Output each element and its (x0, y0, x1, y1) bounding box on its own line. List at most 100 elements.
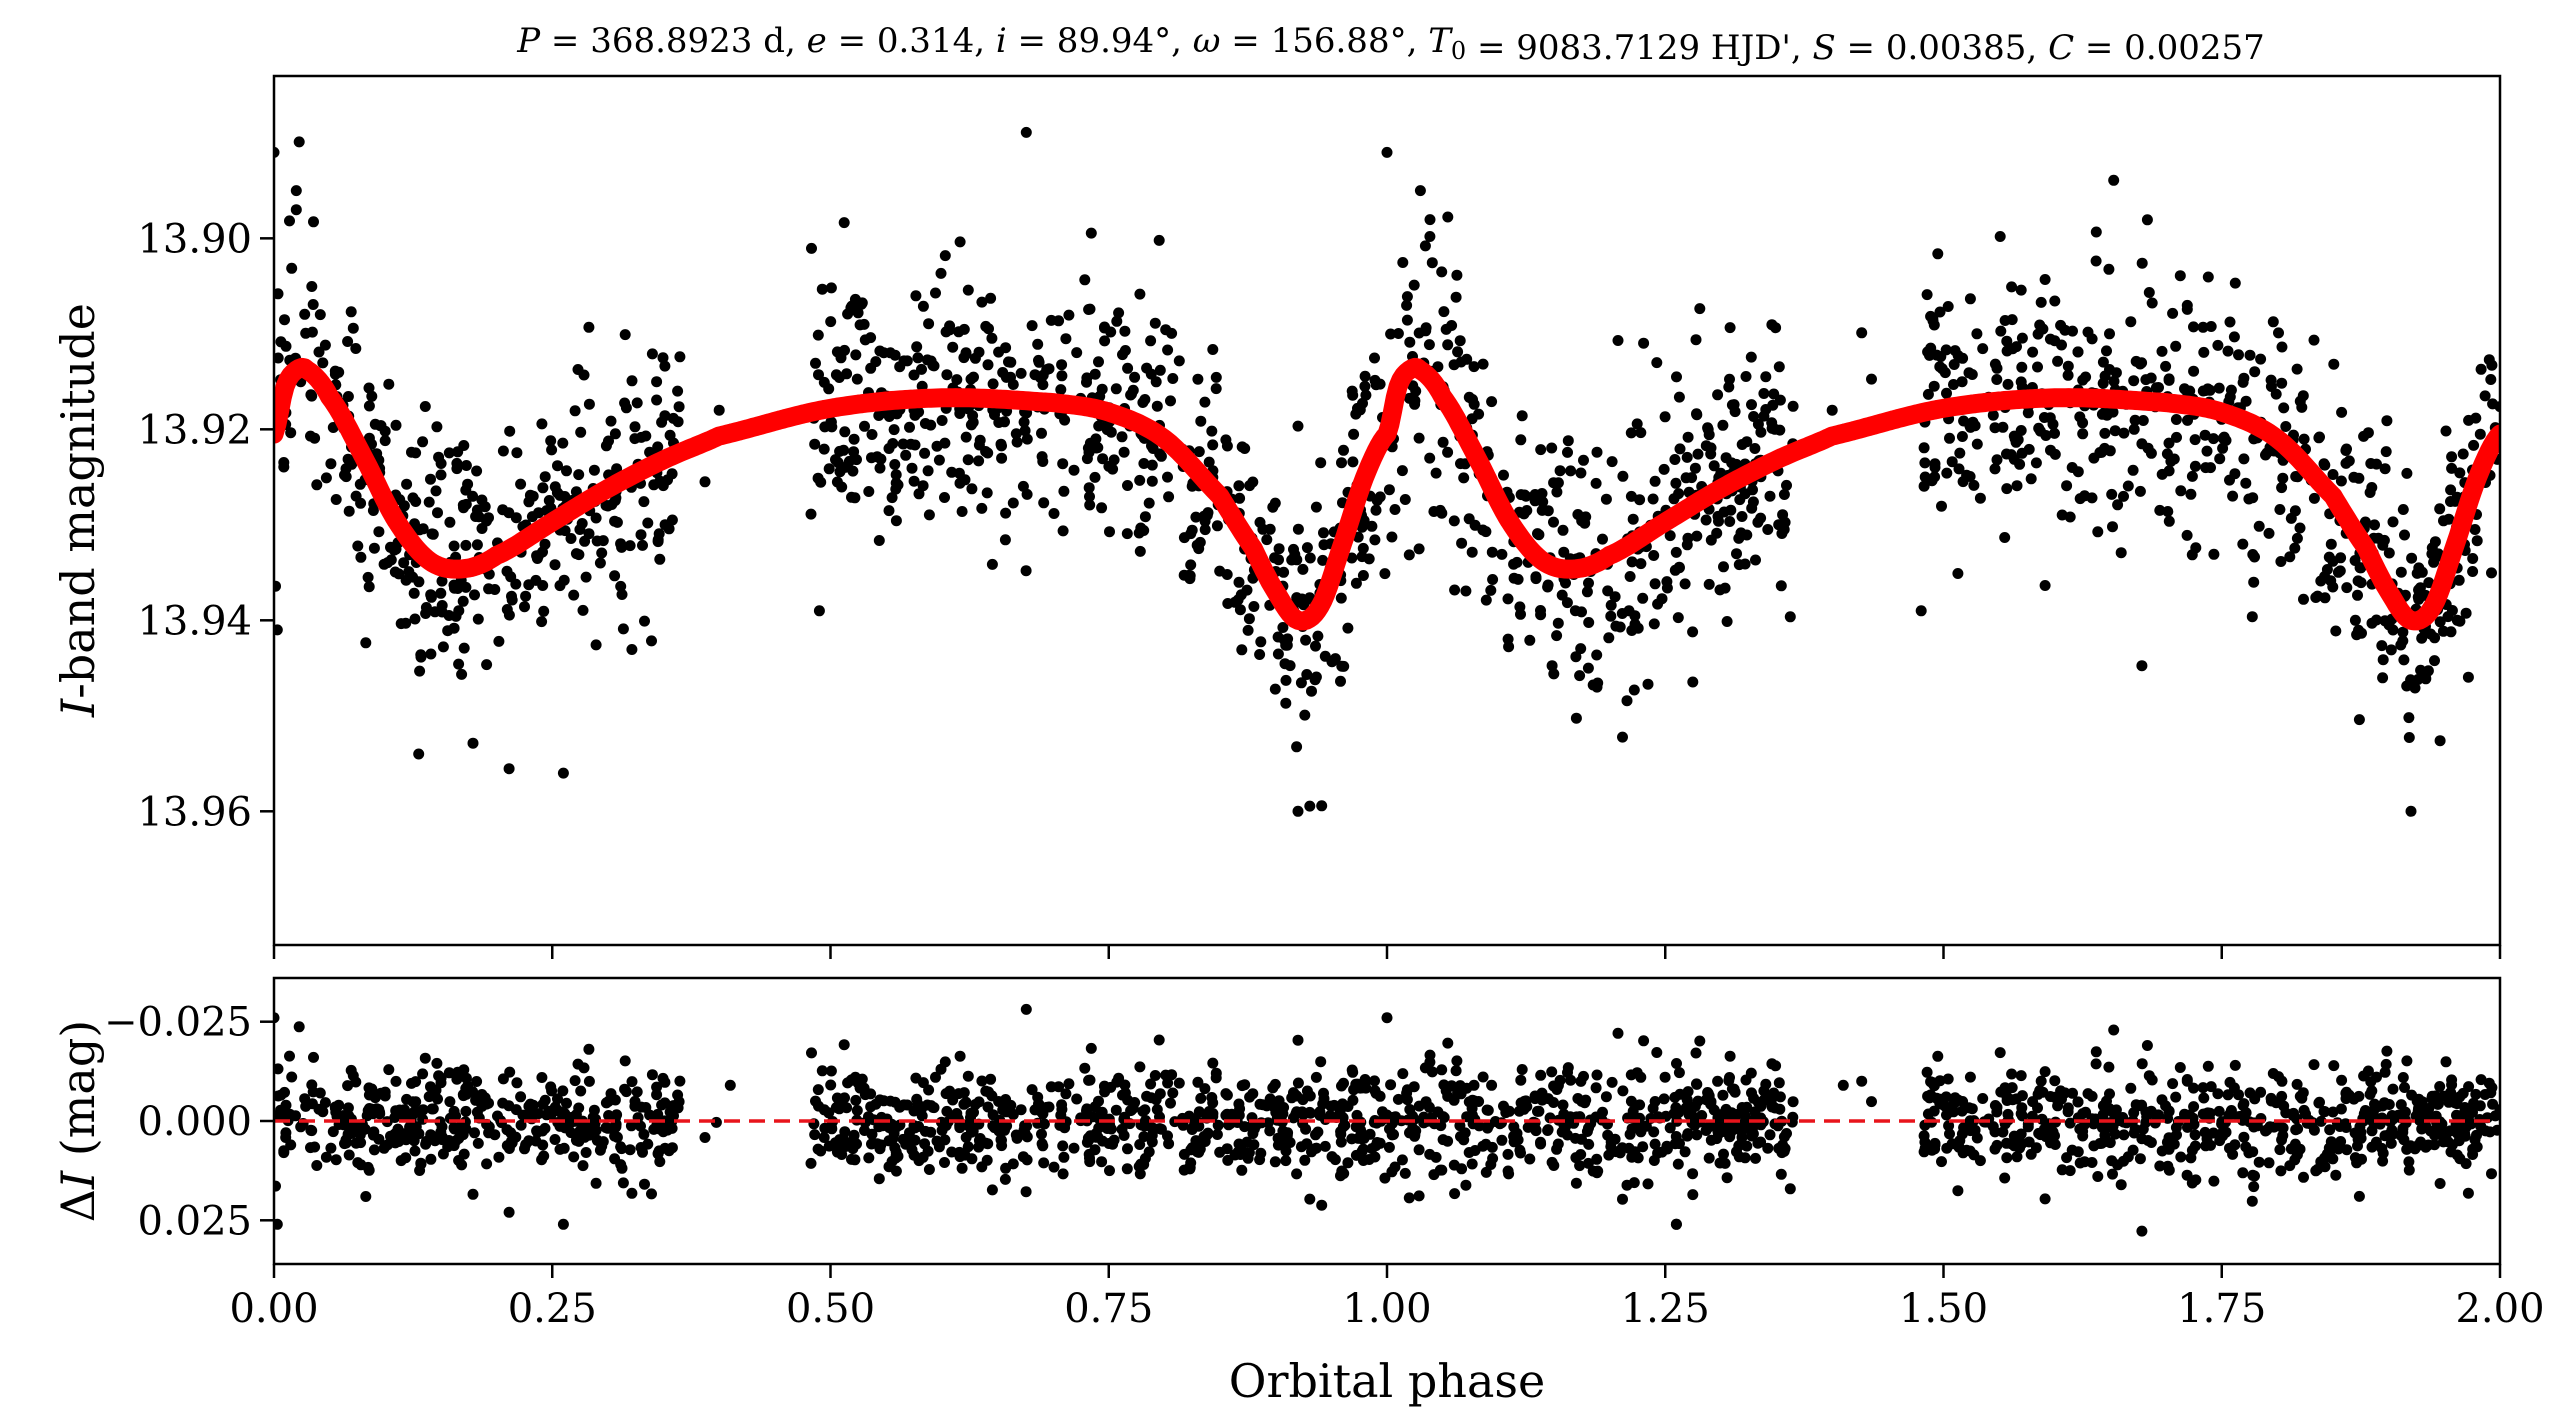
top-data-point (1036, 427, 1047, 439)
top-data-point (1310, 640, 1321, 652)
top-data-point (2092, 526, 2104, 538)
residual-point (431, 1057, 443, 1069)
top-data-point (317, 357, 329, 369)
top-data-point (1628, 684, 1640, 696)
top-data-point (1866, 373, 1877, 385)
top-data-point (1989, 358, 2001, 370)
top-data-point (2440, 425, 2452, 437)
x-tick-label: 0.75 (1064, 1286, 1153, 1332)
residual-point (1939, 1100, 1951, 1112)
residual-point (1003, 1099, 1014, 1111)
top-data-point (2214, 453, 2226, 465)
top-data-point (1512, 573, 1524, 585)
top-data-point (2325, 538, 2337, 550)
top-data-point (2413, 584, 2424, 596)
top-data-point (1760, 371, 1772, 383)
top-data-point (2227, 490, 2239, 502)
top-data-point (2224, 316, 2236, 328)
top-data-point (1304, 800, 1316, 812)
residual-point (878, 1095, 890, 1107)
residual-point (1705, 1098, 1717, 1110)
top-data-point (493, 635, 505, 647)
residual-point (1118, 1130, 1130, 1141)
top-data-point (1295, 677, 1307, 689)
residual-point (2328, 1060, 2340, 1072)
residual-point (1690, 1047, 1702, 1059)
residual-point (2064, 1165, 2076, 1177)
top-data-point (1007, 379, 1019, 390)
top-data-point (2291, 532, 2303, 544)
residual-point (1057, 1140, 1069, 1152)
residual-point (1936, 1156, 1947, 1168)
residual-point (2446, 1074, 2458, 1086)
residual-point (2118, 1129, 2130, 1141)
residual-point (1997, 1126, 2009, 1138)
top-data-point (1338, 444, 1349, 456)
top-data-point (1082, 442, 1094, 454)
top-data-point (2446, 462, 2458, 474)
top-data-point (1117, 349, 1128, 361)
residual-point (1755, 1100, 1767, 1112)
top-data-point (2348, 471, 2360, 483)
top-data-point (363, 382, 375, 394)
top-data-point (554, 489, 566, 501)
top-data-point (1359, 370, 1371, 382)
top-data-point (1529, 495, 1541, 507)
residual-point (951, 1108, 963, 1119)
residual-point (2385, 1137, 2397, 1149)
top-data-point (909, 409, 921, 421)
residual-point (1542, 1124, 1554, 1136)
top-data-point (1687, 626, 1699, 638)
top-data-point (1414, 185, 1426, 197)
top-data-point (2101, 345, 2112, 357)
residual-point (1637, 1141, 1649, 1153)
top-data-point (1389, 504, 1401, 515)
top-data-point (274, 580, 281, 592)
residual-point (1134, 1061, 1146, 1073)
top-data-point (450, 610, 462, 622)
top-data-point (2249, 366, 2261, 378)
top-data-point (2426, 548, 2438, 560)
x-tick-label: 1.25 (1621, 1286, 1710, 1332)
top-data-point (489, 584, 501, 595)
residual-point (657, 1072, 669, 1084)
residual-point (818, 1132, 830, 1143)
top-data-point (1207, 344, 1219, 355)
residual-point (1328, 1099, 1340, 1111)
residual-point (2189, 1129, 2201, 1141)
top-data-point (859, 420, 870, 432)
residual-point (1105, 1123, 1117, 1135)
top-data-point (2294, 522, 2306, 534)
top-data-point (1637, 592, 1649, 604)
top-data-point (1093, 420, 1105, 432)
top-data-point (2385, 644, 2397, 656)
top-data-point (1145, 335, 1157, 347)
residual-point (2268, 1121, 2280, 1133)
residual-point (343, 1149, 355, 1161)
top-y-axis-label: I-band magnitude (51, 303, 105, 718)
top-data-point (400, 617, 412, 629)
residual-point (1944, 1128, 1955, 1140)
top-data-point (1413, 543, 1425, 555)
residual-point (1082, 1132, 1094, 1144)
residual-point (958, 1087, 970, 1099)
top-data-point (1919, 457, 1931, 469)
top-data-point (398, 500, 410, 512)
top-data-point (2380, 446, 2392, 458)
residual-point (625, 1120, 637, 1132)
residual-point (1299, 1154, 1311, 1166)
x-tick-label: 2.00 (2455, 1286, 2544, 1332)
residual-point (526, 1108, 538, 1119)
top-data-point (419, 401, 431, 412)
top-data-point (1138, 458, 1150, 469)
residual-point (330, 1154, 342, 1166)
residual-point (635, 1142, 647, 1153)
residual-point (2401, 1143, 2413, 1155)
top-data-point (1399, 494, 1411, 505)
top-data-point (2423, 577, 2435, 589)
top-data-point (1366, 520, 1378, 532)
residual-point (1212, 1119, 1224, 1131)
top-data-point (657, 352, 669, 364)
residual-point (2381, 1045, 2393, 1057)
top-data-point (408, 587, 420, 599)
